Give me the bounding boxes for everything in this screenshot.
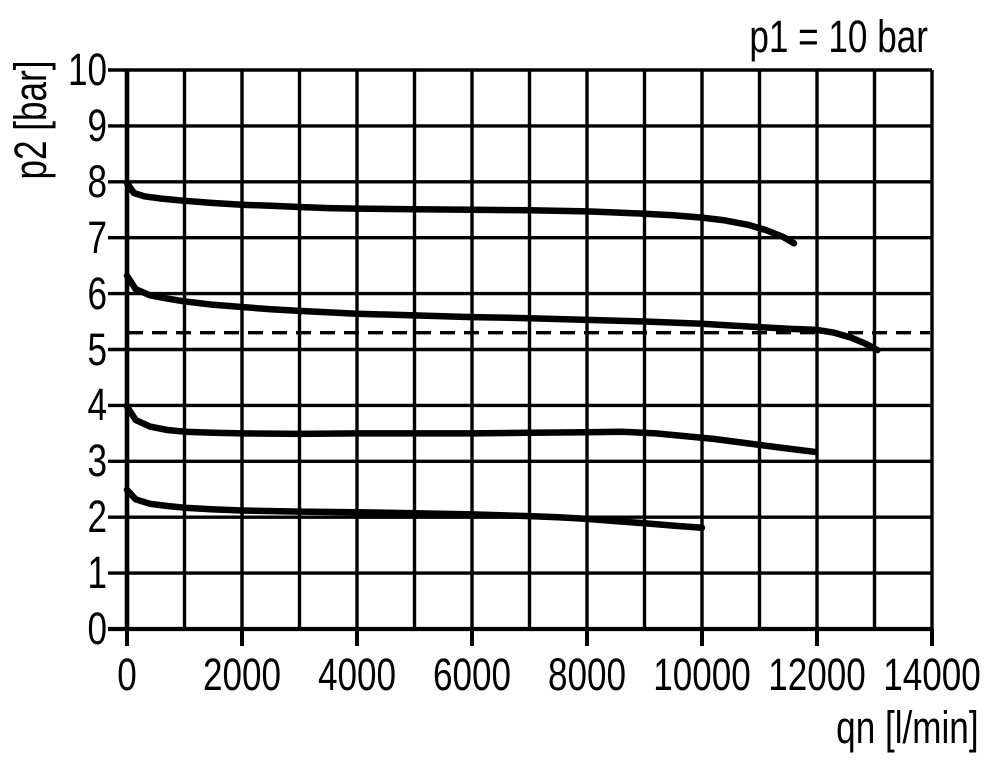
y-tick-label: 5 [87, 323, 107, 375]
x-tick-label: 10000 [653, 649, 751, 700]
y-axis-label: p2 [bar] [5, 60, 56, 180]
y-tick-label: 2 [87, 491, 107, 543]
y-tick-label: 0 [87, 603, 107, 654]
curve-1 [123, 179, 798, 247]
x-tick-label: 12000 [768, 649, 866, 700]
y-tick-label: 4 [87, 379, 107, 431]
y-tick-label: 6 [87, 267, 107, 319]
x-tick-label: 0 [117, 649, 137, 700]
x-tick-marks [125, 629, 934, 646]
curve-3 [123, 403, 818, 456]
y-tick-label: 8 [87, 155, 107, 207]
y-tick-label: 10 [67, 44, 107, 95]
grid-lines [108, 68, 934, 632]
curve-4 [123, 486, 706, 532]
y-tick-label: 9 [87, 99, 107, 151]
x-axis-label: qn [l/min] [836, 702, 979, 753]
chart-title: p1 = 10 bar [749, 11, 928, 62]
y-tick-label: 3 [87, 435, 107, 487]
x-tick-label: 4000 [317, 649, 397, 700]
x-tick-label: 14000 [883, 649, 981, 700]
y-tick-label: 7 [87, 211, 107, 263]
x-tick-label: 8000 [547, 649, 627, 700]
x-tick-label: 6000 [432, 649, 512, 700]
x-tick-label: 2000 [202, 649, 282, 700]
y-tick-label: 1 [87, 547, 107, 599]
curve-2 [123, 272, 881, 354]
